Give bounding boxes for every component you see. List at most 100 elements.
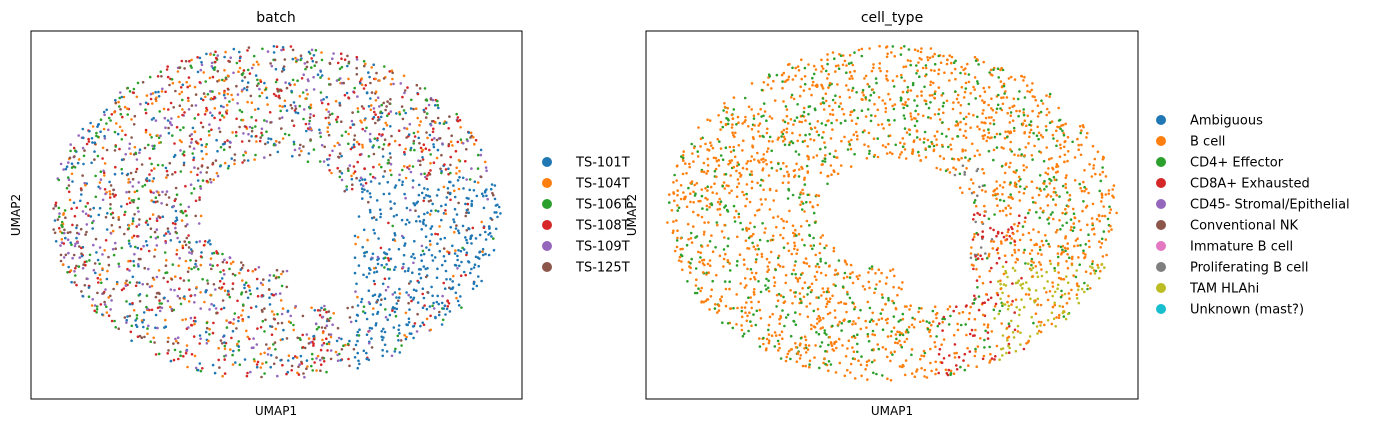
scatter-point (1080, 189, 1084, 193)
scatter-point (775, 169, 779, 172)
scatter-point (201, 277, 204, 281)
scatter-point (203, 300, 206, 304)
scatter-point (138, 218, 141, 221)
legend-label: TS-101T (575, 156, 630, 171)
scatter-point (1018, 190, 1021, 194)
scatter-point (728, 307, 732, 310)
scatter-point (119, 91, 122, 94)
scatter-point (827, 265, 831, 268)
scatter-point (826, 182, 829, 186)
scatter-point (944, 169, 948, 173)
scatter-point (71, 256, 74, 260)
scatter-point (87, 295, 91, 299)
scatter-point (321, 331, 325, 335)
scatter-point (292, 124, 296, 127)
scatter-point (465, 253, 468, 257)
scatter-point (799, 225, 803, 228)
scatter-point (1082, 180, 1085, 184)
scatter-point (1040, 268, 1043, 271)
scatter-point (460, 260, 463, 264)
scatter-point (318, 313, 322, 317)
scatter-point (331, 323, 334, 327)
scatter-point (682, 150, 685, 153)
scatter-point (454, 249, 457, 252)
scatter-point (404, 176, 408, 180)
scatter-point (689, 271, 692, 275)
scatter-point (368, 75, 371, 79)
scatter-point (898, 333, 902, 337)
scatter-point (207, 130, 211, 133)
scatter-point (146, 327, 149, 330)
scatter-point (783, 80, 787, 83)
scatter-point (107, 314, 111, 318)
scatter-point (451, 286, 455, 289)
scatter-point (122, 287, 126, 290)
scatter-point (120, 129, 124, 132)
scatter-point (109, 119, 112, 122)
scatter-point (175, 125, 179, 129)
scatter-point (107, 116, 111, 120)
scatter-point (403, 270, 407, 273)
scatter-point (135, 95, 139, 99)
scatter-point (325, 370, 328, 374)
scatter-point (794, 291, 797, 294)
scatter-point (298, 104, 302, 108)
scatter-point (1001, 354, 1004, 357)
scatter-point (1022, 164, 1025, 167)
scatter-point (1013, 129, 1016, 133)
scatter-point (952, 166, 955, 169)
scatter-point (319, 91, 323, 94)
scatter-point (1013, 251, 1017, 254)
scatter-point (1034, 201, 1037, 205)
scatter-point (427, 103, 431, 107)
scatter-point (142, 244, 145, 248)
scatter-point (277, 276, 281, 279)
scatter-point (206, 241, 210, 244)
scatter-point (1009, 114, 1013, 117)
scatter-point (805, 219, 809, 223)
scatter-point (822, 290, 826, 294)
scatter-point (1017, 279, 1020, 283)
scatter-point (716, 200, 720, 204)
scatter-point (898, 365, 902, 368)
scatter-point (234, 130, 238, 134)
scatter-point (901, 281, 904, 284)
scatter-point (403, 126, 406, 130)
scatter-point (933, 92, 937, 96)
scatter-point (800, 238, 804, 242)
scatter-point (831, 294, 834, 298)
scatter-point (1072, 212, 1076, 215)
scatter-point (848, 53, 852, 57)
scatter-point (169, 288, 173, 291)
scatter-point (328, 154, 332, 157)
scatter-point (67, 251, 70, 255)
scatter-point (1009, 148, 1012, 151)
scatter-point (1002, 82, 1006, 86)
scatter-point (1042, 182, 1045, 185)
scatter-point (798, 292, 802, 295)
scatter-point (813, 356, 816, 359)
scatter-point (248, 289, 252, 292)
scatter-point (973, 354, 977, 358)
scatter-point (700, 194, 704, 198)
scatter-point (243, 87, 246, 90)
scatter-point (222, 334, 226, 338)
scatter-point (132, 264, 136, 267)
scatter-point (718, 197, 721, 201)
scatter-point (222, 306, 226, 310)
scatter-point (174, 186, 178, 190)
scatter-point (1038, 248, 1042, 252)
scatter-point (758, 122, 762, 125)
scatter-point (327, 102, 330, 106)
scatter-point (672, 181, 675, 184)
scatter-point (71, 180, 74, 183)
scatter-point (70, 172, 74, 176)
scatter-point (221, 143, 225, 146)
scatter-point (1007, 228, 1010, 231)
scatter-point (180, 209, 183, 213)
scatter-point (957, 101, 960, 104)
scatter-point (827, 86, 830, 89)
scatter-point (199, 369, 203, 373)
scatter-point (990, 266, 993, 270)
scatter-point (83, 181, 86, 185)
